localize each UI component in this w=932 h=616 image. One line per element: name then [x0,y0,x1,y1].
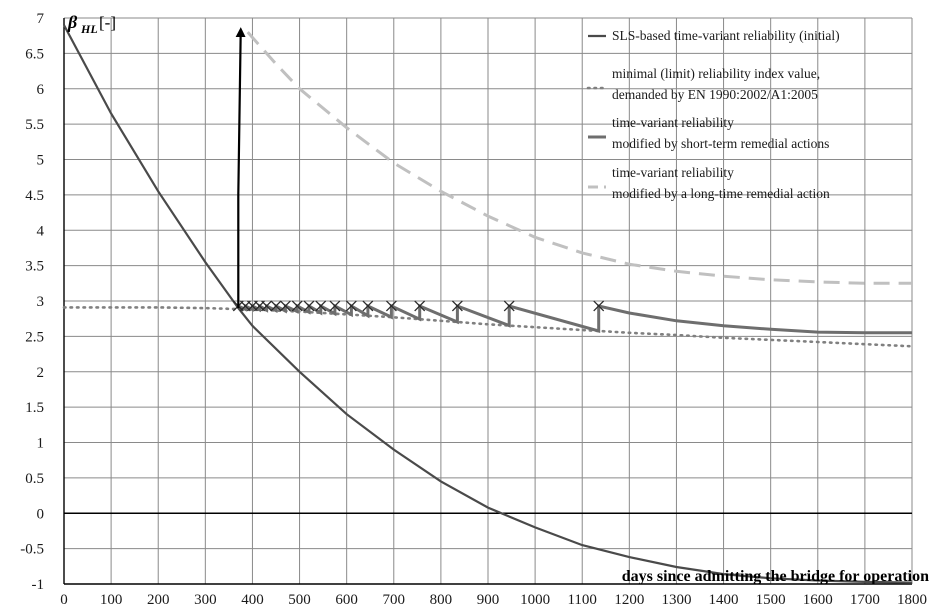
y-tick-label: 3.5 [25,259,44,275]
y-tick-label: 5 [37,153,45,169]
legend-text-2: time-variant reliability [612,115,734,130]
repair-marker-stroke [414,300,426,312]
y-tick-label: 4.5 [25,188,44,204]
x-tick-label: 1500 [756,592,786,608]
x-tick-label: 400 [241,592,264,608]
repair-marker [385,300,397,312]
repair-marker [291,300,303,312]
x-tick-label: 1100 [567,592,596,608]
repair-marker-stroke [291,300,303,312]
labels: β HL [-] days since admitting the bridge fo… [67,12,929,585]
repair-marker-stroke [329,300,341,312]
x-axis-label: days since admitting the bridge for oper… [622,568,929,585]
repair-marker-stroke [261,300,273,312]
axes: 0 100 200 300 400 500 600 700 800 900 1000 1100 1200… [20,11,927,608]
jump-arrow [235,27,246,309]
repair-marker [270,300,282,312]
x-tick-label: 1700 [850,592,880,608]
y-tick-label: 0.5 [25,471,44,487]
y-tick-label: 5.5 [25,117,44,133]
legend-text-3-line2: modified by a long-time remedial action [612,186,830,201]
repair-marker [329,300,341,312]
x-tick-label: 1200 [614,592,644,608]
y-tick-label: 1.5 [25,400,44,416]
repair-marker [414,300,426,312]
y-tick-label: 4 [37,223,45,239]
y-tick-label: 2 [37,365,45,381]
x-tick-label: 900 [477,592,500,608]
repair-marker [315,300,327,312]
legend: SLS-based time-variant reliability (init… [586,28,840,201]
legend-text-0: SLS-based time-variant reliability (init… [612,28,840,43]
repair-marker [451,300,463,312]
legend-text-1: minimal (limit) reliability index value, [612,66,820,81]
y-axis-label-symbol: β [67,12,78,32]
x-tick-label: 1600 [803,592,833,608]
series-line-short-term-remedial [237,303,912,335]
series [62,24,914,584]
y-tick-label: 2.5 [25,329,44,345]
repair-marker-stroke [451,300,463,312]
repair-marker-stroke [593,300,605,312]
y-tick-label: -1 [32,577,45,593]
repair-marker-stroke [503,300,515,312]
legend-text-2-line2: modified by short-term remedial actions [612,136,829,151]
x-tick-label: 200 [147,592,170,608]
series-line-sls-initial [63,24,913,584]
repair-marker [345,300,357,312]
legend-text-3: time-variant reliability [612,165,734,180]
repair-marker [279,300,291,312]
repair-marker-stroke [362,300,374,312]
y-axis-label-unit: [-] [99,13,116,32]
x-tick-label: 600 [335,592,358,608]
repair-marker [303,300,315,312]
repair-marker-stroke [270,300,282,312]
x-tick-label: 800 [430,592,453,608]
legend-text-1-line2: demanded by EN 1990:2002/A1:2005 [612,87,818,102]
repair-marker-stroke [385,300,397,312]
grid [63,17,913,585]
y-tick-label: 1 [37,436,45,452]
y-tick-label: 6 [37,82,45,98]
x-tick-label: 1800 [897,592,927,608]
repair-marker-stroke [303,300,315,312]
y-axis-label-subscript: HL [80,22,98,36]
x-tick-label: 100 [100,592,123,608]
x-tick-label: 0 [60,592,68,608]
repair-marker-stroke [345,300,357,312]
y-tick-label: 6.5 [25,46,44,62]
series-line-limit-index [62,306,914,348]
repair-marker [593,300,605,312]
y-tick-label: 0 [37,506,45,522]
x-tick-label: 500 [288,592,311,608]
repair-marker [362,300,374,312]
y-tick-label: -0.5 [20,542,44,558]
x-tick-label: 1300 [661,592,691,608]
x-tick-label: 300 [194,592,217,608]
x-tick-label: 1000 [520,592,550,608]
series-line-long-time-remedial [246,31,912,285]
y-tick-label: 3 [37,294,45,310]
x-tick-label: 700 [383,592,406,608]
repair-marker [261,300,273,312]
x-tick-label: 1400 [709,592,739,608]
repair-marker [503,300,515,312]
y-tick-label: 7 [37,11,45,27]
repair-marker-stroke [315,300,327,312]
repair-marker-stroke [279,300,291,312]
